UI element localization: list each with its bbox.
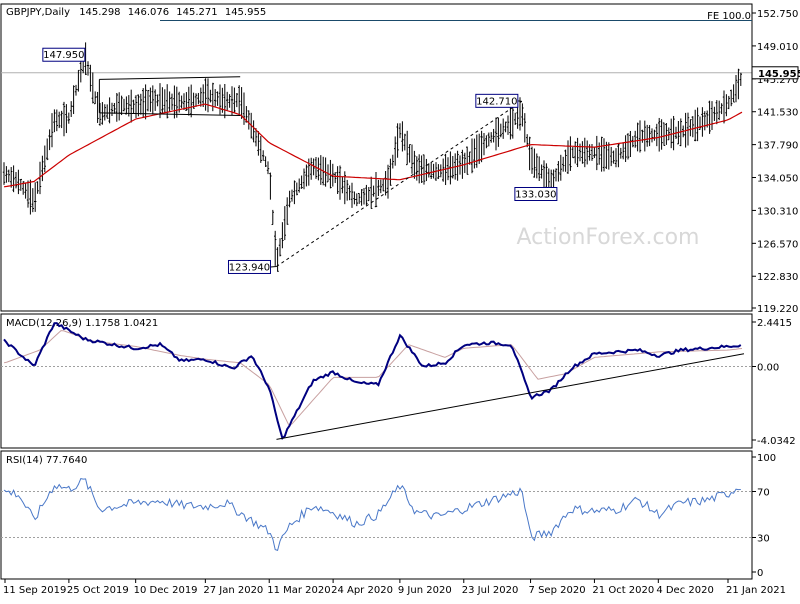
rsi-panel-frame: [0, 450, 753, 580]
price-y-tick-label: 137.790: [757, 141, 798, 152]
price-panel-frame: [0, 3, 753, 312]
x-tick-label: 11 Sep 2019: [3, 585, 66, 596]
macd-line: [3, 322, 742, 440]
rsi-layer: [3, 478, 741, 552]
annotation-leader: [270, 265, 277, 268]
price-y-tick-label: 152.750: [757, 9, 798, 20]
price-low: 145.271: [176, 7, 217, 18]
rsi-y-tick-label: 70: [757, 488, 770, 499]
price-y-tick-label: 130.310: [757, 206, 798, 217]
x-tick-label: 25 Oct 2019: [67, 585, 129, 596]
macd-y-tick-label: 2.4415: [757, 318, 792, 329]
price-y-tick-label: 134.050: [757, 174, 798, 185]
x-tick-label: 4 Dec 2020: [656, 585, 714, 596]
annotation-box: [475, 93, 519, 108]
x-tick-label: 21 Jan 2021: [726, 585, 786, 596]
moving-average-line: [3, 103, 743, 188]
rsi-y-tick-label: 30: [757, 534, 770, 545]
rsi-y-tick-label: 100: [757, 453, 776, 464]
annotation-label: 147.950: [43, 50, 84, 61]
x-tick-label: 21 Oct 2020: [592, 585, 654, 596]
x-tick-label: 10 Dec 2019: [134, 585, 198, 596]
rsi-y-tick-label: 0: [757, 568, 763, 579]
annotation-label: 123.940: [229, 262, 270, 273]
annotation-box: [42, 47, 86, 62]
price-y-tick-label: 149.010: [757, 42, 798, 53]
grid-layer: [1, 19, 752, 538]
x-tick-label: 24 Apr 2020: [331, 585, 393, 596]
price-high: 146.076: [128, 7, 169, 18]
annotation-box: [514, 186, 558, 201]
macd-trend-line: [276, 353, 745, 440]
macd-y-tick-label: 0.00: [757, 362, 779, 373]
price-y-tick-label: 119.220: [757, 304, 798, 315]
x-tick-label: 9 Jun 2020: [398, 585, 452, 596]
price-layer: [2, 42, 743, 272]
annotation-leader: [517, 100, 522, 102]
macd-layer: [3, 322, 745, 440]
macd-title: MACD(12,26,9) 1.1758 1.0421: [6, 318, 158, 329]
macd-y-tick-label: -4.0342: [757, 436, 796, 447]
price-y-tick-label: 126.570: [757, 239, 798, 250]
dashed-trend-line: [276, 100, 523, 267]
watermark-text: ActionForex.com: [517, 225, 700, 250]
macd-panel-frame: [0, 313, 753, 449]
rsi-title: RSI(14) 77.7640: [6, 455, 87, 466]
channel-lower-line: [99, 112, 241, 116]
x-tick-label: 27 Jan 2020: [203, 585, 263, 596]
annotation-layer: 147.950 123.940 142.710 133.030 145.955: [42, 47, 800, 274]
price-tag-box: [751, 66, 799, 80]
x-tick-label: 11 Mar 2020: [267, 585, 330, 596]
price-symbol: GBPJPY,Daily: [6, 7, 70, 18]
channel-upper-line: [99, 76, 241, 80]
price-tag-label: 145.955: [758, 69, 800, 80]
annotation-label: 133.030: [515, 189, 556, 200]
fe-label: FE 100.0: [707, 11, 751, 22]
price-title: GBPJPY,Daily 145.298 146.076 145.271 145…: [6, 7, 266, 18]
x-tick-label: 7 Sep 2020: [529, 585, 586, 596]
x-tick-label: 23 Jul 2020: [462, 585, 519, 596]
axis-layer: 152.750 149.010 145.270 141.530 137.790 134.0…: [3, 9, 798, 596]
price-y-tick-label: 141.530: [757, 108, 798, 119]
price-close: 145.955: [225, 7, 266, 18]
price-y-tick-label: 122.830: [757, 272, 798, 283]
rsi-line: [3, 478, 741, 552]
annotation-label: 142.710: [476, 96, 517, 107]
price-y-tick-label: 145.270: [757, 75, 798, 86]
annotation-box: [227, 259, 271, 274]
price-open: 145.298: [79, 7, 120, 18]
